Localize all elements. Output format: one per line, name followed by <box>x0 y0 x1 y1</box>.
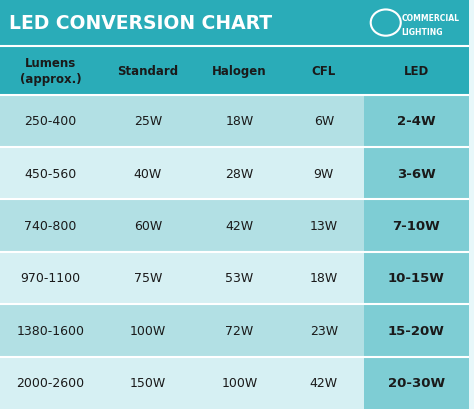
Bar <box>364 95 469 148</box>
Bar <box>0 95 364 148</box>
Text: 3-6W: 3-6W <box>397 167 436 180</box>
Bar <box>0 252 364 304</box>
Bar <box>0 304 364 357</box>
Bar <box>364 200 469 252</box>
Text: 42W: 42W <box>225 220 254 232</box>
Text: 20-30W: 20-30W <box>388 376 445 389</box>
Text: 13W: 13W <box>310 220 338 232</box>
Text: 100W: 100W <box>130 324 166 337</box>
Text: COMMERCIAL: COMMERCIAL <box>401 14 459 22</box>
Text: 100W: 100W <box>221 376 257 389</box>
Text: 40W: 40W <box>134 167 162 180</box>
Text: 6W: 6W <box>314 115 334 128</box>
Text: 2000-2600: 2000-2600 <box>17 376 84 389</box>
Text: 23W: 23W <box>310 324 338 337</box>
Bar <box>364 304 469 357</box>
Text: CFL: CFL <box>312 65 336 78</box>
Text: 72W: 72W <box>225 324 254 337</box>
Text: 42W: 42W <box>310 376 338 389</box>
Text: 25W: 25W <box>134 115 162 128</box>
Text: LED: LED <box>404 65 429 78</box>
Bar <box>0 200 364 252</box>
Text: 970-1100: 970-1100 <box>20 272 81 285</box>
Bar <box>364 357 469 409</box>
Text: 450-560: 450-560 <box>24 167 77 180</box>
Bar <box>0 47 469 95</box>
Text: 2-4W: 2-4W <box>397 115 436 128</box>
Text: 18W: 18W <box>225 115 254 128</box>
Text: 10-15W: 10-15W <box>388 272 445 285</box>
Text: Standard: Standard <box>117 65 178 78</box>
Text: LIGHTING: LIGHTING <box>401 28 443 37</box>
Text: 53W: 53W <box>225 272 254 285</box>
Text: 75W: 75W <box>134 272 162 285</box>
Text: 7-10W: 7-10W <box>392 220 440 232</box>
Bar <box>0 357 364 409</box>
Bar <box>364 148 469 200</box>
Text: 18W: 18W <box>310 272 338 285</box>
Bar <box>0 0 469 47</box>
Bar <box>364 252 469 304</box>
Text: LED CONVERSION CHART: LED CONVERSION CHART <box>9 14 273 33</box>
Bar <box>0 148 364 200</box>
Text: 740-800: 740-800 <box>24 220 77 232</box>
Text: 60W: 60W <box>134 220 162 232</box>
Text: Halogen: Halogen <box>212 65 267 78</box>
Text: 1380-1600: 1380-1600 <box>17 324 84 337</box>
Text: 250-400: 250-400 <box>24 115 77 128</box>
Text: 15-20W: 15-20W <box>388 324 445 337</box>
Text: 9W: 9W <box>314 167 334 180</box>
Text: 28W: 28W <box>225 167 254 180</box>
Text: 150W: 150W <box>130 376 166 389</box>
Text: Lumens
(approx.): Lumens (approx.) <box>19 57 81 85</box>
